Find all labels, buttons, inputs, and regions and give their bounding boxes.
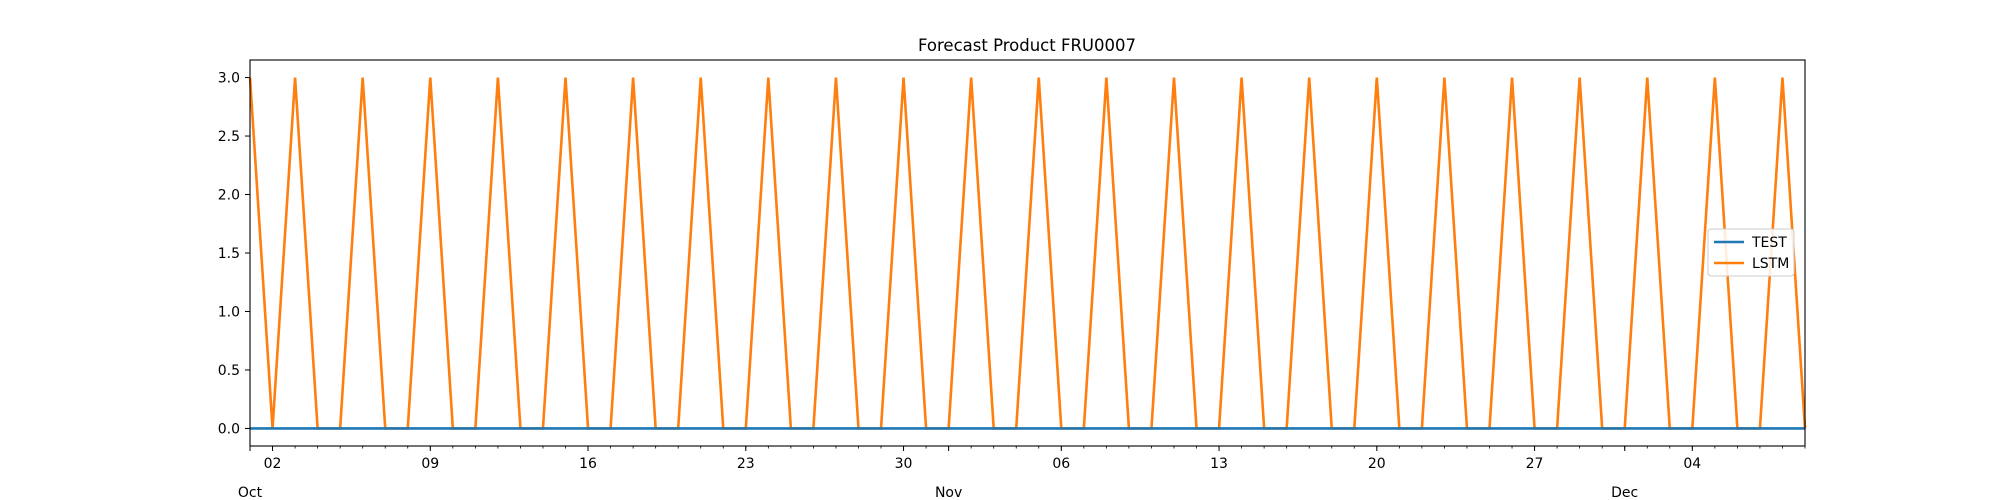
x-tick-label: 23 [737,456,755,472]
x-month-label: Nov [935,485,962,500]
y-tick-label: 2.0 [218,188,240,204]
x-tick-label: 06 [1052,456,1070,472]
x-tick-label: 16 [579,456,597,472]
plot-frame [249,59,1806,447]
x-month-label: Dec [1611,485,1638,500]
legend-label-test: TEST [1751,235,1787,251]
series-line-lstm [248,77,1807,430]
y-tick-label: 1.5 [218,246,240,262]
x-month-label: Oct [238,485,263,500]
y-tick-label: 0.5 [218,363,240,379]
y-tick-label: 3.0 [218,71,240,87]
x-tick-label: 02 [264,456,282,472]
legend-label-lstm: LSTM [1752,256,1789,272]
x-tick-label: 30 [895,456,913,472]
x-tick-label: 04 [1683,456,1701,472]
axes-frame [249,59,1806,447]
x-tick-label: 27 [1526,456,1544,472]
x-tick-label: 20 [1368,456,1386,472]
y-tick-label: 2.5 [218,129,240,145]
chart-title: Forecast Product FRU0007 [918,36,1136,55]
y-tick-label: 1.0 [218,304,240,320]
x-tick-label: 09 [421,456,439,472]
legend: TEST LSTM [1707,228,1795,277]
y-tick-label: 0.0 [218,421,240,437]
x-tick-label: 13 [1210,456,1228,472]
plot-area [248,77,1807,430]
axes: 0.0 0.5 1.0 1.5 2.0 2.5 3.0 02 09 16 23 30 06 13 20 27 0… [218,71,1806,500]
